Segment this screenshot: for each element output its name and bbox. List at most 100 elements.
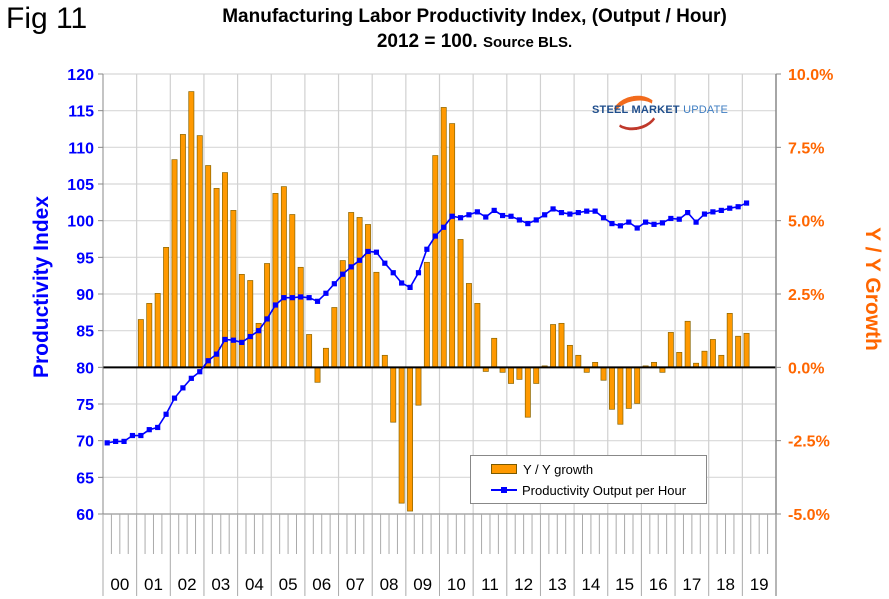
- left-tick-label: 85: [76, 324, 94, 341]
- productivity-point: [592, 208, 598, 214]
- bar-yoy-growth: [238, 273, 245, 368]
- productivity-point: [365, 248, 371, 255]
- productivity-point: [659, 220, 666, 226]
- productivity-point: [272, 302, 279, 308]
- subtitle-source: Source BLS.: [483, 34, 573, 51]
- bar-yoy-growth: [331, 307, 338, 368]
- left-tick-label: 105: [67, 177, 94, 194]
- productivity-point: [584, 208, 590, 214]
- productivity-point: [735, 204, 741, 210]
- chart-legend: Y / Y growth Productivity Output per Hou…: [470, 455, 707, 504]
- productivity-point: [373, 249, 380, 255]
- subtitle-base: 2012 = 100.: [376, 31, 478, 52]
- productivity-point: [533, 217, 539, 223]
- productivity-point: [449, 213, 455, 219]
- year-label: 11: [481, 575, 499, 594]
- left-tick-label: 120: [67, 67, 94, 84]
- productivity-point: [668, 215, 674, 222]
- right-tick-label: 7.5%: [788, 140, 824, 157]
- productivity-point: [575, 210, 581, 216]
- bar-yoy-growth: [230, 210, 237, 368]
- productivity-point: [567, 211, 573, 217]
- productivity-point: [247, 333, 253, 340]
- year-label: 08: [380, 575, 399, 594]
- productivity-point: [676, 216, 682, 222]
- bar-yoy-growth: [163, 247, 170, 368]
- productivity-point: [331, 281, 337, 287]
- bar-yoy-growth: [306, 334, 313, 368]
- bar-yoy-growth: [625, 366, 632, 409]
- productivity-point: [281, 295, 287, 301]
- x-axis-ticks: 00 01 02 03 04 05 06 07 08 09 10 11 12 13 14 15 16 17 18 19: [102, 514, 777, 596]
- year-label: 02: [178, 575, 197, 594]
- bar-yoy-growth: [314, 366, 321, 383]
- year-label: 00: [110, 575, 129, 594]
- legend-bar-swatch: [491, 464, 517, 474]
- productivity-point: [298, 294, 304, 300]
- bar-yoy-growth: [440, 107, 447, 368]
- bar-yoy-growth: [297, 266, 304, 368]
- figure-label: Fig 11: [6, 2, 88, 35]
- productivity-point: [499, 212, 506, 219]
- bar-yoy-growth: [516, 366, 523, 380]
- bar-yoy-growth: [390, 366, 397, 423]
- bar-yoy-growth: [205, 165, 212, 368]
- bar-yoy-growth: [667, 332, 674, 368]
- bar-yoy-growth: [196, 135, 203, 368]
- bar-yoy-growth: [566, 344, 573, 368]
- bar-yoy-growth: [449, 123, 456, 368]
- productivity-point: [230, 337, 236, 343]
- bar-yoy-growth: [508, 366, 514, 384]
- legend-line-swatch: [491, 487, 517, 493]
- productivity-point: [743, 200, 750, 206]
- productivity-point: [718, 207, 724, 213]
- bar-yoy-growth: [465, 283, 472, 368]
- left-tick-label: 110: [68, 140, 94, 157]
- bar-yoy-growth: [709, 339, 716, 368]
- bar-yoy-growth: [457, 239, 464, 368]
- year-label: 01: [144, 575, 163, 594]
- productivity-point: [685, 210, 691, 216]
- legend-label-productivity: Productivity Output per Hour: [522, 482, 687, 498]
- productivity-point: [542, 212, 548, 218]
- productivity-point: [558, 210, 565, 216]
- bar-yoy-growth: [154, 293, 161, 368]
- productivity-point: [474, 209, 480, 215]
- bar-yoy-growth: [432, 155, 439, 368]
- bar-yoy-growth: [609, 366, 615, 410]
- bar-yoy-growth: [137, 319, 144, 368]
- productivity-point: [525, 221, 531, 227]
- legend-item-productivity: Productivity Output per Hour: [471, 481, 686, 499]
- bar-yoy-growth: [280, 186, 287, 368]
- bar-yoy-growth: [726, 313, 733, 368]
- productivity-point: [407, 284, 413, 290]
- productivity-point: [491, 207, 497, 213]
- right-tick-label: 0.0%: [788, 360, 824, 377]
- steel-market-update-logo: STEEL MARKET UPDATE: [592, 91, 728, 135]
- year-label: 19: [750, 575, 769, 594]
- right-axis-label: Y / Y Growth: [861, 227, 884, 351]
- productivity-point: [348, 264, 354, 270]
- year-label: 15: [615, 575, 634, 594]
- productivity-point: [457, 215, 464, 221]
- bar-yoy-growth: [365, 224, 371, 368]
- productivity-point: [323, 290, 329, 296]
- bar-yoy-growth: [701, 350, 708, 368]
- productivity-point: [356, 257, 363, 263]
- year-label: 14: [581, 575, 600, 594]
- bar-yoy-growth: [423, 261, 430, 368]
- legend-label-yoy: Y / Y growth: [523, 461, 594, 477]
- productivity-point: [180, 385, 186, 391]
- bar-yoy-growth: [407, 366, 414, 512]
- productivity-point: [727, 205, 733, 211]
- productivity-point: [415, 270, 422, 276]
- productivity-point: [222, 336, 228, 343]
- left-tick-label: 100: [67, 214, 94, 231]
- chart-subtitle: 2012 = 100. Source BLS.: [0, 31, 889, 53]
- bar-yoy-growth: [272, 193, 279, 368]
- year-label: 06: [312, 575, 331, 594]
- gridlines: [103, 73, 776, 515]
- productivity-point: [651, 221, 657, 227]
- productivity-point: [197, 369, 203, 375]
